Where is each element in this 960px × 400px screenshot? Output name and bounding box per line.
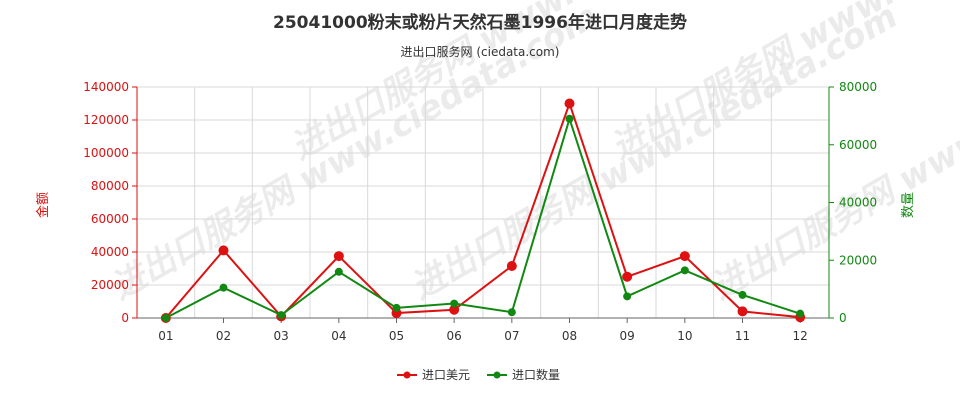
x-tick-label: 03 — [274, 329, 289, 343]
y-right-tick-label: 60000 — [839, 138, 877, 152]
series-2-point — [161, 314, 170, 322]
series-2-point — [334, 267, 343, 276]
chart-title: 25041000粉末或粉片天然石墨1996年进口月度走势 — [273, 12, 687, 33]
x-tick-label: 10 — [677, 329, 692, 343]
x-tick-label: 07 — [504, 329, 519, 343]
legend-label: 进口美元 — [422, 368, 470, 382]
series-2-point — [450, 299, 459, 308]
series-1-point — [737, 306, 748, 317]
series-1-point — [564, 98, 575, 109]
series-2-point — [219, 283, 228, 292]
y-left-tick-label: 80000 — [91, 179, 129, 193]
y-right-tick-label: 20000 — [839, 253, 877, 267]
x-tick-label: 05 — [389, 329, 404, 343]
series-2-point — [507, 308, 516, 317]
x-tick-label: 04 — [331, 329, 346, 343]
legend-swatch-marker — [493, 371, 501, 379]
y-left-tick-label: 100000 — [83, 146, 129, 160]
x-tick-label: 09 — [620, 329, 635, 343]
series-1-point — [333, 251, 344, 262]
legend-swatch-marker — [403, 371, 411, 379]
series-1-point — [622, 271, 633, 282]
x-tick-label: 12 — [793, 329, 808, 343]
y-left-tick-label: 140000 — [83, 80, 129, 94]
series-2-point — [392, 303, 401, 312]
series-2-point — [796, 309, 805, 318]
x-tick-label: 08 — [562, 329, 577, 343]
chart-subtitle: 进出口服务网 (ciedata.com) — [401, 44, 560, 59]
series-layer — [160, 98, 806, 323]
y-left-tick-label: 60000 — [91, 212, 129, 226]
y-left-tick-label: 120000 — [83, 113, 129, 127]
y-right-tick-label: 80000 — [839, 80, 877, 94]
series-line-1 — [165, 100, 801, 319]
x-tick-label: 11 — [735, 329, 750, 343]
series-2-point — [623, 292, 632, 301]
series-2-point — [277, 311, 286, 320]
legend: 进口美元 进口数量 — [397, 367, 560, 382]
y-axis-left-label: 金额 — [35, 192, 51, 218]
y-left-tick-label: 40000 — [91, 245, 129, 259]
series-2-point — [738, 290, 747, 299]
legend-label: 进口数量 — [512, 367, 560, 382]
series-2-point — [680, 266, 689, 275]
series-1-point — [218, 245, 229, 256]
y-left-tick-label: 20000 — [91, 278, 129, 292]
x-tick-label: 01 — [158, 329, 173, 343]
y-right-tick-label: 40000 — [839, 196, 877, 210]
x-tick-label: 02 — [216, 329, 231, 343]
series-1-point — [449, 304, 460, 315]
series-1-point — [679, 251, 690, 262]
y-right-tick-label: 0 — [839, 311, 847, 325]
y-axis-right-label: 数量 — [901, 192, 916, 218]
axes-layer: 0 20000 40000 60000 80000 100000 120000 140000 0… — [83, 80, 877, 343]
series-2-point — [565, 114, 574, 123]
series-1-point — [506, 261, 517, 272]
x-tick-label: 06 — [447, 329, 462, 343]
series-line-2 — [165, 115, 801, 319]
grid-layer — [136, 86, 830, 319]
y-left-tick-label: 0 — [121, 311, 129, 325]
